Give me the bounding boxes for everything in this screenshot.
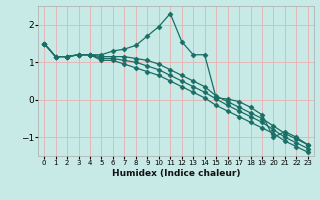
X-axis label: Humidex (Indice chaleur): Humidex (Indice chaleur) (112, 169, 240, 178)
